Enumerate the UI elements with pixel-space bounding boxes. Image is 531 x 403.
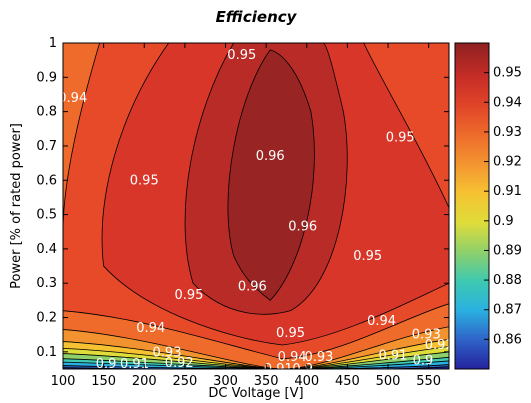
chart-title: Efficiency bbox=[216, 8, 298, 26]
contour-label: 0.94 bbox=[367, 314, 396, 329]
contour-label: 0.92 bbox=[425, 338, 454, 353]
y-axis-label: Power [% of rated power] bbox=[9, 123, 24, 289]
colorbar-tick-label: 0.86 bbox=[493, 332, 522, 347]
contour-label: 0.94 bbox=[278, 350, 307, 365]
colorbar-tick-label: 0.89 bbox=[493, 243, 522, 258]
contour-label: 0.94 bbox=[58, 91, 87, 106]
contour-fill-096 bbox=[227, 49, 315, 301]
colorbar: 0.86 0.87 0.88 0.89 0.9 0.91 0.92 0.93 0.94 0.95 bbox=[454, 42, 522, 370]
y-tick-label: 0.1 bbox=[36, 345, 57, 360]
y-tick-label: 0.6 bbox=[36, 173, 57, 188]
colorbar-tick-label: 0.94 bbox=[493, 95, 522, 110]
contour-fills bbox=[63, 43, 449, 369]
x-tick-label: 550 bbox=[416, 374, 441, 389]
y-tick-label: 0.5 bbox=[36, 208, 57, 223]
x-tick-label: 300 bbox=[213, 374, 238, 389]
contour-label: 0.95 bbox=[353, 249, 382, 264]
contour-label: 0.91 bbox=[378, 348, 407, 363]
plot-frame bbox=[62, 42, 450, 370]
contour-label: 0.91 bbox=[120, 357, 149, 372]
colorbar-tick-label: 0.93 bbox=[493, 125, 522, 140]
contour-label: 0.95 bbox=[386, 130, 415, 145]
colorbar-tick-label: 0.87 bbox=[493, 303, 522, 318]
colorbar-tick-label: 0.9 bbox=[493, 214, 514, 229]
y-tick-label: 0.7 bbox=[36, 139, 57, 154]
y-tick-label: 0.9 bbox=[36, 70, 57, 85]
x-tick-label: 100 bbox=[51, 374, 76, 389]
contour-label: 0.96 bbox=[256, 149, 285, 164]
colorbar-tick-label: 0.95 bbox=[493, 66, 522, 81]
contour-label: 0.96 bbox=[238, 280, 267, 295]
y-tick-label: 0.3 bbox=[36, 276, 57, 291]
x-tick-label: 200 bbox=[132, 374, 157, 389]
x-axis-label: DC Voltage [V] bbox=[208, 386, 303, 401]
x-tick-label: 500 bbox=[376, 374, 401, 389]
x-tick-label: 350 bbox=[254, 374, 279, 389]
contour-label: 0.95 bbox=[130, 173, 159, 188]
y-tick-label: 0.4 bbox=[36, 242, 57, 257]
contour-label: 0.96 bbox=[288, 220, 317, 235]
contour-label: 0.92 bbox=[165, 356, 194, 371]
y-tick-label: 1 bbox=[49, 36, 57, 51]
x-tick-label: 250 bbox=[172, 374, 197, 389]
colorbar-tick-label: 0.92 bbox=[493, 155, 522, 170]
contour-label: 0.94 bbox=[136, 321, 165, 336]
colorbar-tick-label: 0.91 bbox=[493, 184, 522, 199]
contour-label: 0.93 bbox=[153, 346, 182, 361]
y-axis-ticks: 0.10.20.30.40.50.60.70.80.91 bbox=[36, 36, 449, 360]
contour-label: 0.95 bbox=[227, 48, 256, 63]
colorbar-gradient bbox=[454, 42, 490, 370]
contour-label: 0.95 bbox=[174, 288, 203, 303]
contour-labels: 0.95 0.94 0.95 0.96 0.95 0.96 0.95 0.96 0.95 0.94… bbox=[58, 48, 453, 377]
y-tick-label: 0.2 bbox=[36, 311, 57, 326]
x-axis-ticks: 100 150 200 250 300 350 400 450 500 550 bbox=[51, 43, 441, 389]
contour-label: 0.95 bbox=[276, 326, 305, 341]
colorbar-ticks: 0.86 0.87 0.88 0.89 0.9 0.91 0.92 0.93 0.94 0.95 bbox=[484, 66, 522, 347]
y-tick-label: 0.8 bbox=[36, 105, 57, 120]
x-tick-label: 450 bbox=[335, 374, 360, 389]
contour-label: 0.9 bbox=[413, 353, 434, 368]
x-tick-label: 400 bbox=[294, 374, 319, 389]
plot-area: 0.950.940.950.960.950.960.950.960.950.94… bbox=[36, 36, 453, 389]
contour-label: 0.93 bbox=[305, 350, 334, 365]
contour-label: 0.9 bbox=[96, 357, 117, 372]
colorbar-tick-label: 0.88 bbox=[493, 273, 522, 288]
contour-label: 0.93 bbox=[412, 328, 441, 343]
x-tick-label: 150 bbox=[91, 374, 116, 389]
